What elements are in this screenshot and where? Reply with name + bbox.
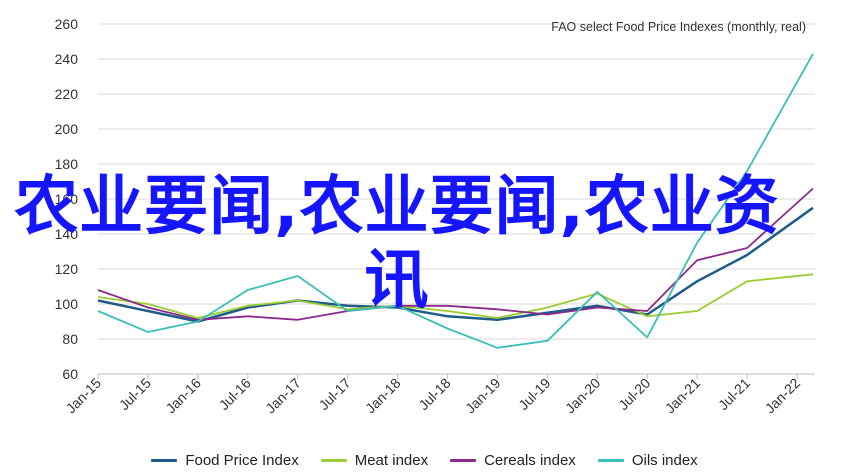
x-tick-label: Jul-15 [116,375,154,413]
legend-label-oils: Oils index [631,451,698,469]
x-tick-label: Jan-20 [562,375,604,417]
y-axis-ticks: 60 80 100 120 140 160 180 200 220 240 260 [55,16,79,382]
y-tick-label: 120 [55,261,79,277]
legend-swatch-food [151,458,178,462]
legend-item-meat: Meat index [320,451,429,469]
legend-swatch-cereals [450,458,477,462]
x-tick-label: Jan-19 [462,375,504,417]
y-tick-label: 220 [55,86,79,102]
y-tick-label: 260 [55,16,79,32]
x-tick-label: Jan-22 [762,375,804,417]
y-tick-label: 160 [55,191,79,207]
y-tick-label: 80 [62,331,78,347]
x-tick-label: Jul-20 [615,375,653,413]
source-note: FAO select Food Price Indexes (monthly, … [551,20,806,34]
legend-swatch-oils [597,458,624,462]
x-tick-label: Jul-17 [315,375,353,413]
y-tick-label: 240 [55,51,79,67]
x-tick-label: Jul-18 [415,375,453,413]
y-tick-label: 180 [55,156,79,172]
legend-swatch-meat [320,458,347,462]
x-tick-label: Jul-16 [216,375,254,413]
series-line-oils [97,53,814,349]
series-lines [97,53,814,349]
x-tick-label: Jul-19 [515,375,553,413]
series-line-food [97,206,814,323]
gridlines [98,23,815,375]
y-tick-label: 100 [55,296,79,312]
x-tick-label: Jan-16 [162,375,204,417]
legend: Food Price Index Meat index Cereals inde… [0,448,849,472]
y-tick-label: 200 [55,121,79,137]
legend-item-oils: Oils index [597,451,698,469]
series-line-meat [97,273,814,319]
legend-item-cereals: Cereals index [450,452,576,469]
legend-label-meat: Meat index [354,451,429,469]
series-line-cereals [97,187,814,321]
x-axis: Jan-15 Jul-15 Jan-16 Jul-16 Jan-17 Jul-17 Jan-… [63,373,815,417]
y-tick-label: 140 [55,226,79,242]
x-tick-label: Jan-18 [362,375,404,417]
x-tick-label: Jul-21 [715,375,753,413]
legend-label-food: Food Price Index [185,451,299,469]
legend-item-food: Food Price Index [151,451,299,469]
overlay-headline: 农业要闻,农业要闻,农业资讯 [14,170,780,318]
y-tick-label: 60 [62,366,78,382]
legend-label-cereals: Cereals index [484,451,576,469]
x-tick-label: Jan-21 [662,375,704,417]
x-tick-label: Jan-17 [262,375,304,417]
